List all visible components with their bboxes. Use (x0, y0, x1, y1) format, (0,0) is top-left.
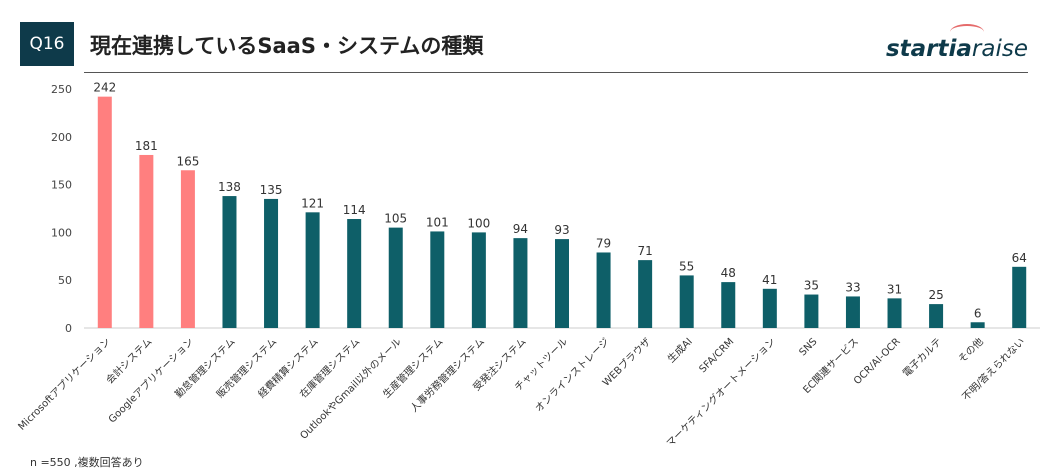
data-label: 114 (343, 203, 366, 217)
data-label: 79 (596, 236, 611, 250)
data-label: 165 (176, 154, 199, 168)
x-tick-label: SFA/CRM (698, 336, 737, 375)
data-label: 100 (467, 216, 490, 230)
data-label: 35 (804, 279, 819, 293)
data-label: 181 (135, 139, 158, 153)
data-label: 242 (93, 81, 116, 95)
data-label: 71 (637, 244, 652, 258)
data-label: 48 (721, 266, 736, 280)
x-tick-label: Microsoftアプリケーション (16, 336, 113, 433)
data-label: 121 (301, 196, 324, 210)
y-tick-label: 250 (51, 83, 72, 96)
bar (679, 275, 694, 328)
page-title: 現在連携しているSaaS・システムの種類 (90, 34, 484, 58)
bar (762, 288, 777, 328)
bar (222, 196, 237, 328)
footnote: n =550 ,複数回答あり (30, 456, 144, 469)
data-label: 55 (679, 259, 694, 273)
brand-logo-bold: startia (885, 36, 972, 62)
data-label: 25 (928, 288, 943, 302)
y-tick-label: 50 (58, 274, 72, 287)
data-label: 94 (513, 222, 528, 236)
data-label: 33 (845, 280, 860, 294)
data-label: 105 (384, 212, 407, 226)
bar (347, 219, 362, 328)
bar (845, 296, 860, 328)
brand-logo-light: raise (971, 36, 1028, 62)
bar (1012, 266, 1027, 328)
x-tick-label: 電子カルテ (900, 336, 944, 380)
x-tick-label: 生成AI (665, 335, 695, 365)
question-badge: Q16 (20, 22, 74, 66)
bar (388, 227, 403, 328)
bar (929, 304, 944, 328)
x-tick-label: オンラインストレージ (533, 336, 612, 415)
header: Q16 現在連携しているSaaS・システムの種類 startiaraise (0, 0, 1048, 72)
bar (305, 212, 320, 328)
bar (430, 231, 445, 328)
data-label: 41 (762, 273, 777, 287)
bar (638, 260, 653, 328)
bar (804, 294, 819, 328)
data-label: 138 (218, 180, 241, 194)
bar (596, 252, 611, 328)
y-tick-label: 200 (51, 131, 72, 144)
x-tick-label: Googleアプリケーション (106, 336, 196, 426)
data-label: 6 (974, 306, 982, 320)
bar (180, 170, 195, 328)
data-label: 93 (554, 223, 569, 237)
bar (471, 232, 486, 328)
bar (513, 238, 528, 328)
x-tick-label: SNS (797, 336, 819, 358)
bar (139, 154, 154, 328)
data-label: 135 (260, 183, 283, 197)
data-label: 64 (1012, 251, 1027, 265)
y-tick-label: 0 (65, 322, 72, 335)
bar (887, 298, 902, 328)
brand-arc-icon (949, 24, 984, 40)
x-tick-label: 人事労務管理システム (407, 335, 487, 415)
header-divider (84, 72, 1028, 73)
y-tick-label: 100 (51, 226, 72, 239)
data-label: 101 (426, 215, 449, 229)
bar (555, 239, 569, 328)
brand-logo: startiaraise (885, 24, 1028, 62)
bar (721, 282, 736, 328)
bar (264, 198, 279, 328)
y-tick-label: 150 (51, 179, 72, 192)
data-label: 31 (887, 282, 902, 296)
bar (970, 322, 985, 328)
x-tick-label: その他 (955, 335, 985, 365)
bar (97, 96, 112, 328)
